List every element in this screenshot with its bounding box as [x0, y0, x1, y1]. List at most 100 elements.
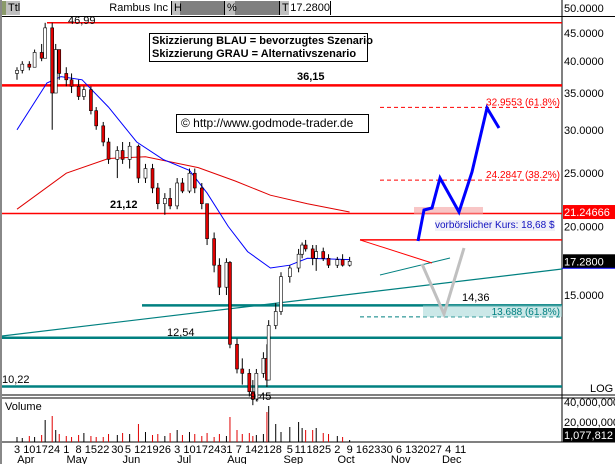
- x-tick-label: 24: [48, 444, 60, 456]
- candle-body: [192, 172, 197, 189]
- plot-area: [2, 17, 562, 395]
- candle-body: [50, 27, 55, 94]
- candle-body: [340, 259, 345, 266]
- x-tick-label: 27: [430, 444, 442, 456]
- x-tick-label: 18: [307, 444, 319, 456]
- candle-body: [32, 52, 37, 68]
- candle-body: [310, 248, 315, 259]
- candle-body: [321, 251, 326, 259]
- x-tick-label: 14: [245, 444, 257, 456]
- ticker-label: Ttl: [2, 1, 20, 15]
- candle-body: [303, 244, 308, 250]
- x-tick-label: 17: [196, 444, 208, 456]
- security-name: Rambus Inc: [109, 2, 168, 14]
- candle-body: [82, 89, 86, 97]
- candle-body: [163, 198, 167, 205]
- x-tick-label: 13: [405, 444, 417, 456]
- candle-body: [43, 27, 47, 59]
- level-label: 12,54: [167, 327, 195, 339]
- candle-body: [53, 49, 58, 94]
- candle-body: [187, 172, 192, 192]
- candle-body: [217, 264, 222, 288]
- x-tick-label: 5: [125, 444, 131, 456]
- candle-body: [127, 145, 132, 160]
- candle-body: [76, 86, 81, 97]
- legend-box: Skizzierung BLAU = bevorzugtes Szenario …: [149, 33, 373, 62]
- candle-body: [273, 311, 278, 326]
- candle-body: [300, 244, 304, 255]
- level-label: 10,22: [2, 374, 30, 386]
- x-tick-label: 3: [174, 444, 180, 456]
- candle-body: [150, 168, 155, 189]
- level-label: 36,15: [297, 71, 325, 83]
- x-tick-label: 31: [220, 444, 232, 456]
- x-month-label: Dec: [442, 454, 462, 464]
- candle-body: [296, 253, 301, 269]
- candle-body: [212, 238, 216, 266]
- x-tick-label: 26: [159, 444, 171, 456]
- legend-line-gray: Skizzierung GRAU = Alternativszenario: [152, 48, 357, 60]
- volume-tick-label: 40,000,000: [564, 397, 615, 409]
- level-label: 9,45: [250, 391, 271, 403]
- x-tick-label: 30: [111, 444, 123, 456]
- candle-body: [335, 259, 340, 266]
- candle-body: [279, 276, 283, 312]
- high-label: H: [171, 1, 224, 15]
- last-label: T: [279, 1, 289, 15]
- candle-body: [120, 150, 125, 160]
- x-tick-label: 8: [76, 444, 82, 456]
- candle-body: [254, 373, 259, 400]
- fib-label: 24.2847 (38.2%): [486, 170, 560, 181]
- x-tick-label: 12: [134, 444, 146, 456]
- candle-body: [20, 63, 25, 71]
- premarket-price-label: vorbörslicher Kurs: 18,68 $: [435, 220, 555, 231]
- price-marker: [563, 205, 615, 220]
- x-tick-label: 7: [236, 444, 242, 456]
- candle-body: [39, 52, 44, 59]
- candle-body: [251, 391, 255, 400]
- x-tick-label: 11: [455, 444, 466, 456]
- scenario-blue-path: [416, 104, 501, 242]
- candle-body: [64, 73, 69, 81]
- candle-body: [175, 182, 179, 207]
- y-tick-label: 50.0000: [564, 3, 604, 15]
- x-tick-label: 6: [396, 444, 402, 456]
- candle-body: [247, 373, 252, 392]
- candle-body: [115, 150, 120, 160]
- candle-body: [143, 168, 148, 179]
- candle-body: [261, 358, 266, 374]
- volume-tick-label: 20,000,000: [564, 417, 615, 429]
- candle-body: [106, 141, 111, 160]
- x-tick-label: 2: [334, 444, 340, 456]
- x-tick-label: 5: [287, 444, 293, 456]
- scenario-gray-path: [420, 247, 466, 319]
- candle-body: [156, 187, 160, 205]
- y-tick-label: 15.0000: [564, 290, 604, 302]
- candle-body: [136, 145, 141, 179]
- x-month-label: Sep: [284, 454, 304, 464]
- target-zone: [423, 305, 562, 317]
- x-tick-label: 3: [14, 444, 20, 456]
- y-tick-label: 25.0000: [564, 168, 604, 180]
- x-tick-label: 4: [445, 444, 451, 456]
- candle-body: [235, 343, 239, 370]
- x-month-label: Nov: [391, 454, 411, 464]
- fib-label: 13.688 (61.8%): [492, 307, 560, 318]
- candle-body: [180, 182, 185, 192]
- y-tick-label: 30.0000: [564, 125, 604, 137]
- x-tick-label: 23: [368, 444, 380, 456]
- triangle-resistance-line: [359, 239, 433, 264]
- percent-label: %: [224, 1, 279, 15]
- candle-body: [287, 267, 292, 277]
- level-label: 21,12: [110, 199, 138, 211]
- candle-body: [200, 187, 204, 205]
- x-tick-label: 11: [295, 444, 306, 456]
- candle-body: [347, 260, 352, 266]
- x-tick-label: 28: [270, 444, 282, 456]
- price-marker: [563, 254, 615, 269]
- moving-average-slow: [16, 156, 350, 213]
- candle-body: [15, 70, 19, 74]
- x-month-label: Jun: [123, 454, 141, 464]
- candle-body: [89, 89, 93, 111]
- fib-label: 32.9553 (61.8%): [486, 97, 560, 108]
